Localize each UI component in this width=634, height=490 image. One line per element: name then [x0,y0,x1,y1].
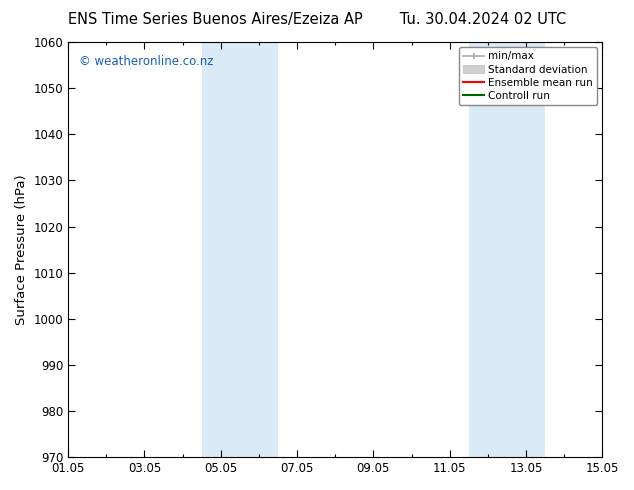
Text: ENS Time Series Buenos Aires/Ezeiza AP        Tu. 30.04.2024 02 UTC: ENS Time Series Buenos Aires/Ezeiza AP T… [68,12,566,27]
Legend: min/max, Standard deviation, Ensemble mean run, Controll run: min/max, Standard deviation, Ensemble me… [459,47,597,105]
Text: © weatheronline.co.nz: © weatheronline.co.nz [79,54,214,68]
Y-axis label: Surface Pressure (hPa): Surface Pressure (hPa) [15,174,28,325]
Bar [202,42,278,457]
Bar [469,42,545,457]
